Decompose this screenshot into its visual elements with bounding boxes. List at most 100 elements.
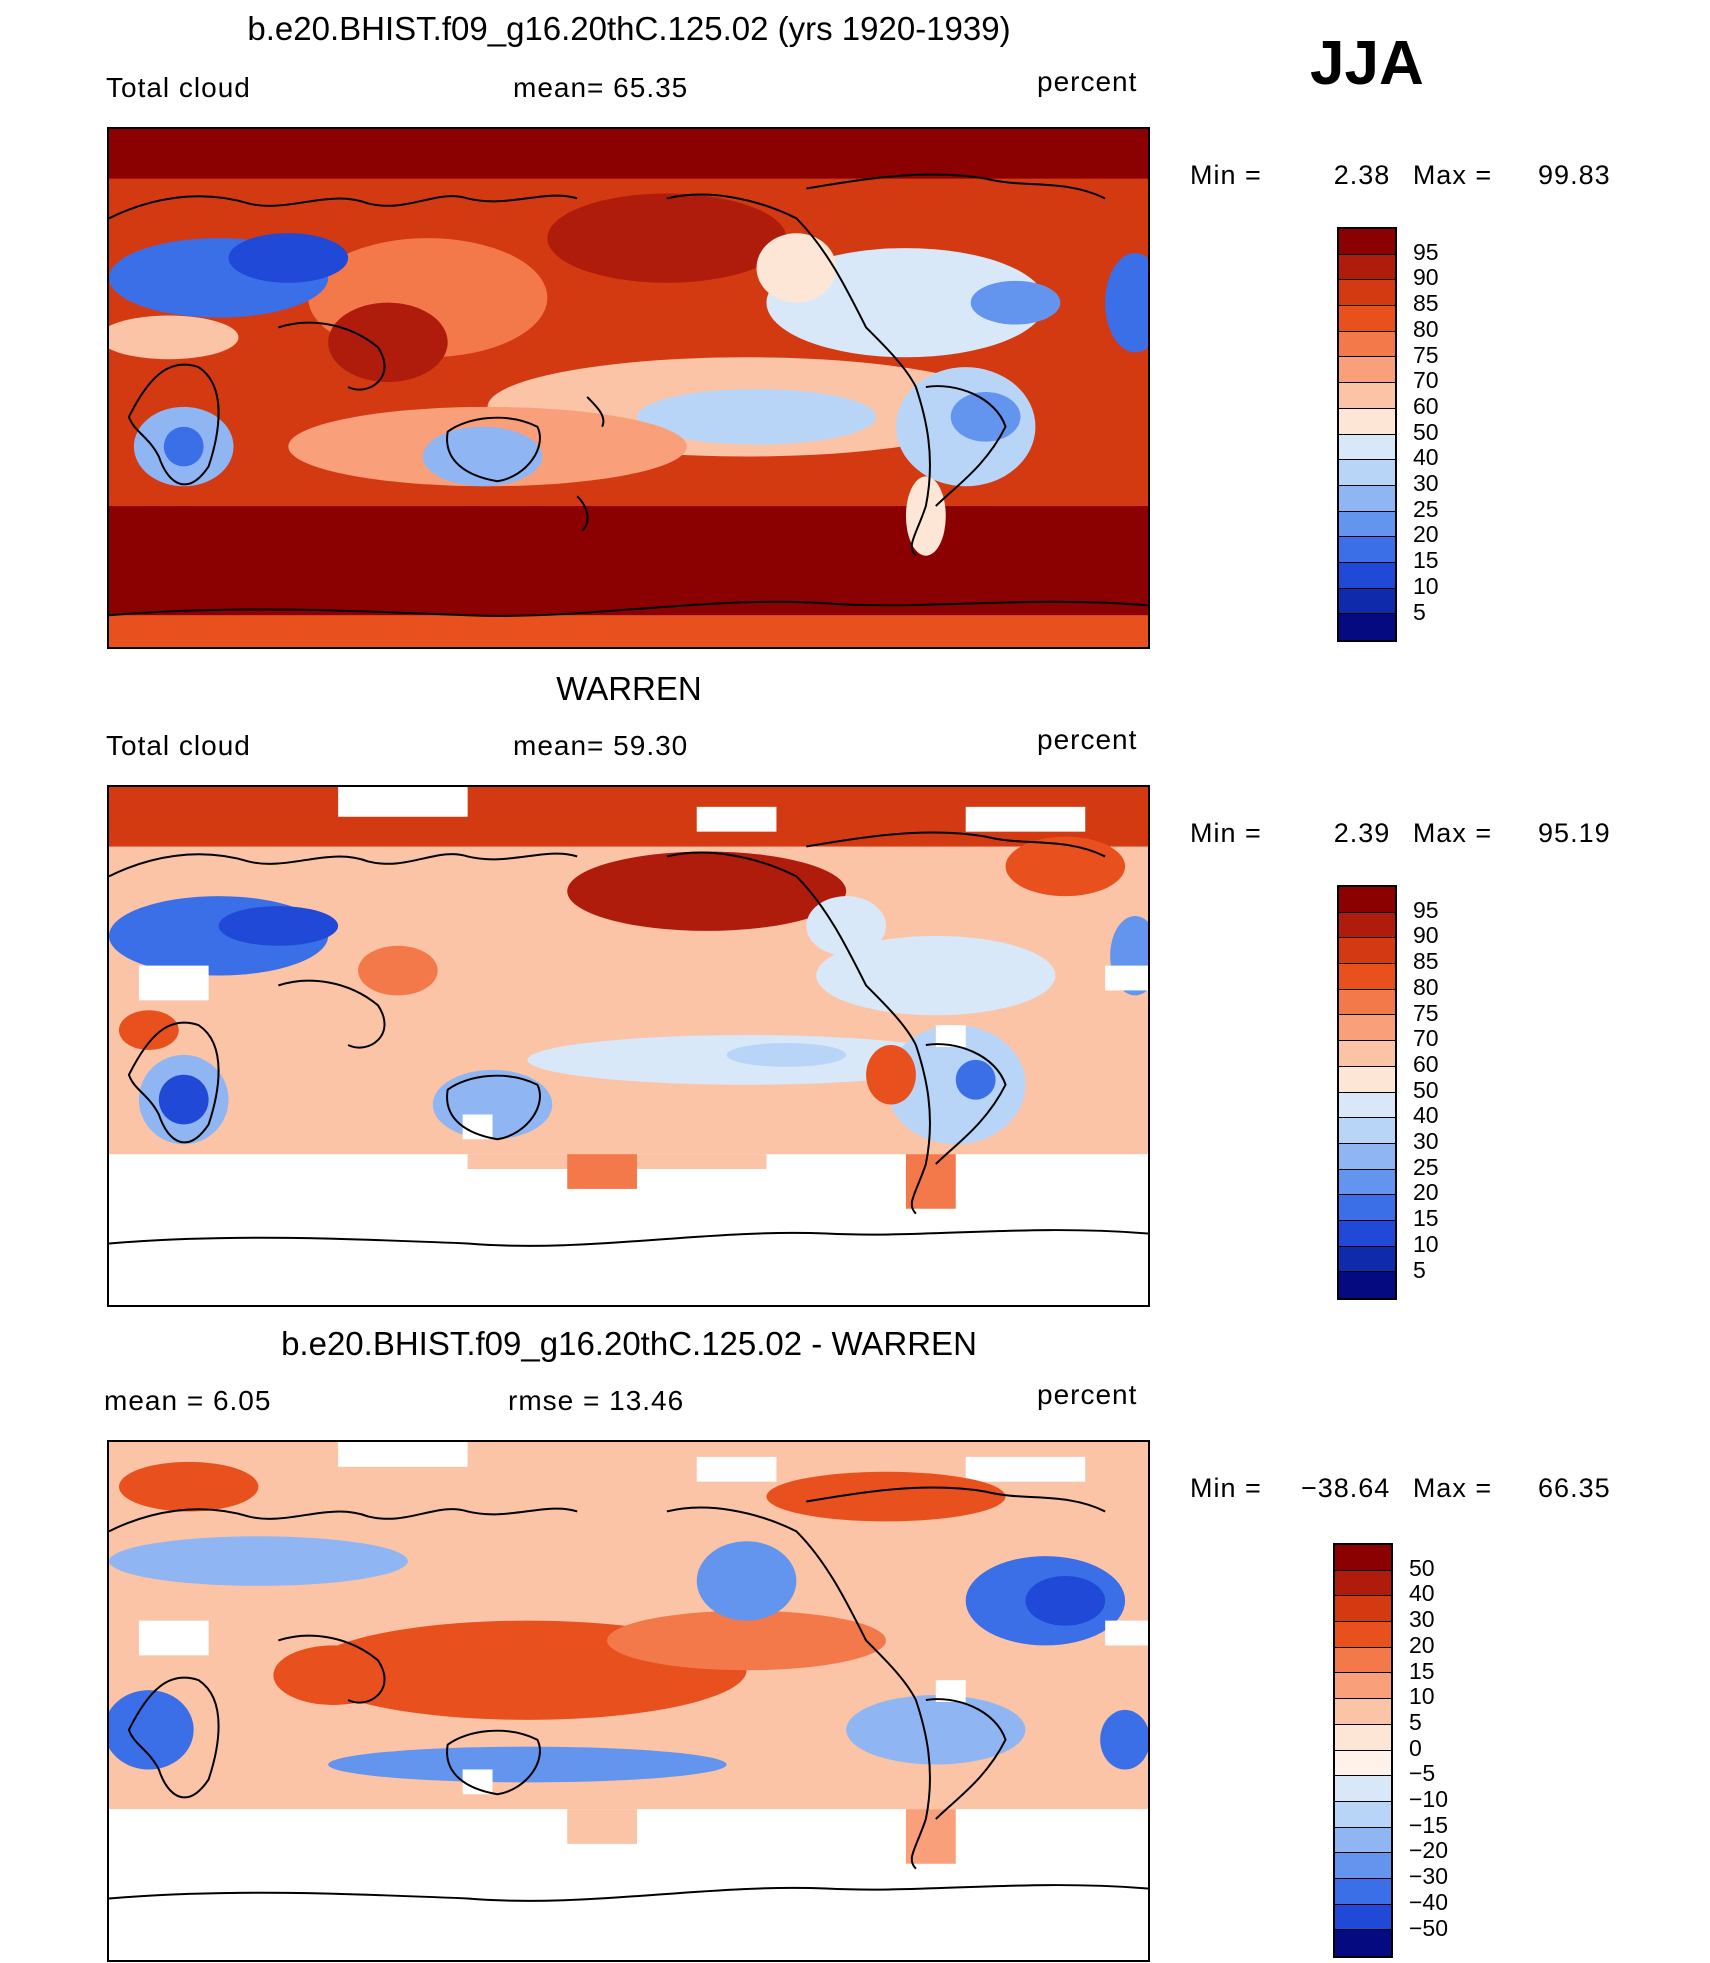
colorbar-swatch (1339, 280, 1395, 307)
colorbar-swatch (1339, 511, 1395, 538)
colorbar-tick-label: 40 (1413, 1102, 1439, 1129)
colorbar-tick-label: 15 (1413, 1205, 1439, 1232)
colorbar-tick-label: −20 (1409, 1837, 1449, 1864)
min-label: Min = (1190, 1473, 1262, 1503)
colorbar-tick-label: 50 (1413, 418, 1439, 445)
colorbar-swatch (1335, 1673, 1391, 1700)
colorbar-swatch (1339, 537, 1395, 563)
map-svg (109, 787, 1148, 1305)
colorbar-swatch (1339, 485, 1395, 512)
colorbar-swatch (1339, 1041, 1395, 1067)
colorbar-swatch (1339, 1015, 1395, 1042)
colorbar-swatches (1337, 885, 1397, 1300)
colorbar-swatch (1339, 1169, 1395, 1196)
colorbar-swatch (1339, 887, 1395, 913)
colorbar-swatch (1339, 964, 1395, 990)
max-value: 66.35 (1538, 1473, 1611, 1503)
colorbar-tick-label: 15 (1409, 1657, 1435, 1684)
colorbar-tick-label: 90 (1413, 922, 1439, 949)
colorbar-swatch (1339, 460, 1395, 486)
colorbar-swatch (1339, 383, 1395, 409)
colorbar-swatch (1339, 254, 1395, 281)
colorbar-tick-label: 50 (1409, 1554, 1435, 1581)
colorbar-tick-label: 70 (1413, 367, 1439, 394)
variable-label: Total cloud (106, 730, 251, 761)
colorbar-swatch (1339, 1066, 1395, 1093)
colorbar-tick-label: 20 (1413, 1179, 1439, 1206)
panel-title: b.e20.BHIST.f09_g16.20thC.125.02 - WARRE… (281, 1325, 977, 1362)
colorbar-tick-label: −5 (1409, 1760, 1436, 1787)
colorbar-tick-label: −30 (1409, 1863, 1449, 1890)
colorbar-swatch (1339, 912, 1395, 939)
min-max-readout: Min = 2.39 Max = 95.19 (1190, 818, 1611, 849)
colorbar-swatch (1335, 1827, 1391, 1854)
colorbar-tick-label: 0 (1409, 1734, 1422, 1761)
colorbar-tick-label: 10 (1413, 572, 1439, 599)
colorbar-swatch (1335, 1724, 1391, 1751)
colorbar-swatch (1339, 1118, 1395, 1144)
min-value: 2.39 (1333, 818, 1391, 848)
colorbar-tick-label: 90 (1413, 264, 1439, 291)
variable-label: Total cloud (106, 72, 251, 103)
colorbar-swatch (1339, 331, 1395, 358)
colorbar-tick-label: 5 (1413, 1256, 1426, 1283)
colorbar-tick-label: 10 (1409, 1683, 1435, 1710)
mean-diff-label: mean = 6.05 (104, 1385, 272, 1416)
colorbar-tick-label: 5 (1409, 1708, 1422, 1735)
colorbar-tick-label: 75 (1413, 341, 1439, 368)
colorbar-swatch (1339, 1272, 1395, 1298)
colorbar-swatch (1339, 408, 1395, 435)
colorbar-tick-label: 85 (1413, 290, 1439, 317)
colorbar-swatch (1335, 1570, 1391, 1597)
min-label: Min = (1190, 818, 1262, 848)
units-label: percent (1037, 66, 1138, 97)
colorbar-swatch (1339, 588, 1395, 615)
colorbar-tick-label: 60 (1413, 392, 1439, 419)
colorbar-tick-label: 40 (1413, 444, 1439, 471)
rmse-label: rmse = 13.46 (508, 1385, 685, 1416)
mean-label: mean= 65.35 (513, 72, 689, 103)
world-map (107, 1440, 1150, 1962)
colorbar-tick-label: 60 (1413, 1050, 1439, 1077)
colorbar-swatch (1335, 1622, 1391, 1648)
max-label: Max = (1412, 1473, 1493, 1503)
world-map (107, 127, 1150, 649)
colorbar-swatch (1339, 306, 1395, 332)
colorbar-swatches (1337, 227, 1397, 642)
colorbar-swatch (1339, 989, 1395, 1016)
colorbar-tick-label: 30 (1413, 1128, 1439, 1154)
colorbar-swatch (1339, 1143, 1395, 1170)
colorbar-swatches (1333, 1543, 1393, 1958)
colorbar-tick-label: 30 (1409, 1606, 1435, 1633)
colorbar-swatch (1339, 1195, 1395, 1221)
units-label: percent (1037, 724, 1138, 755)
colorbar-swatch (1339, 562, 1395, 589)
colorbar-swatch (1339, 1092, 1395, 1119)
max-value: 95.19 (1538, 818, 1611, 848)
colorbar-tick-label: 20 (1409, 1631, 1435, 1658)
season-label: JJA (1310, 29, 1424, 98)
colorbar-tick-label: −50 (1409, 1914, 1449, 1941)
colorbar-tick-label: 15 (1413, 547, 1439, 574)
mean-label: mean= 59.30 (513, 730, 689, 761)
colorbar-swatch (1335, 1699, 1391, 1725)
colorbar-swatch (1339, 434, 1395, 461)
colorbar-swatch (1335, 1545, 1391, 1571)
map-svg (109, 1442, 1148, 1960)
panel-title: WARREN (556, 670, 702, 707)
colorbar-tick-label: 10 (1413, 1230, 1439, 1257)
colorbar-swatch (1335, 1596, 1391, 1623)
colorbar-tick-label: 50 (1413, 1076, 1439, 1103)
colorbar-swatch (1335, 1853, 1391, 1879)
max-label: Max = (1412, 160, 1493, 190)
colorbar-tick-label: 20 (1413, 521, 1439, 548)
world-map (107, 785, 1150, 1307)
colorbar-swatch (1335, 1904, 1391, 1931)
min-max-readout: Min = −38.64 Max = 66.35 (1190, 1473, 1611, 1504)
colorbar-tick-label: 25 (1413, 495, 1439, 522)
colorbar-swatch (1339, 1220, 1395, 1247)
colorbar-swatch (1339, 614, 1395, 640)
colorbar-swatch (1335, 1878, 1391, 1905)
colorbar-swatch (1335, 1930, 1391, 1956)
colorbar-tick-label: 75 (1413, 999, 1439, 1026)
